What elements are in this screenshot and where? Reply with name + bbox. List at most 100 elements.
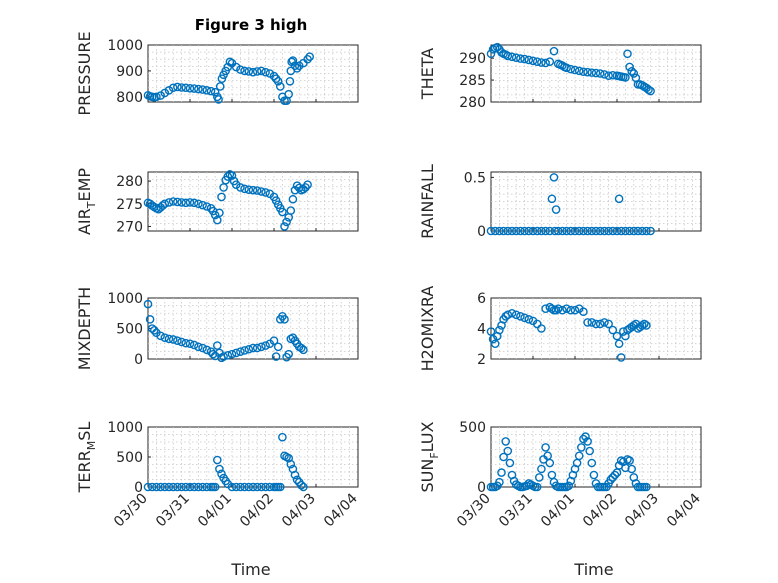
y-axis-label: PRESSURE [75,31,94,115]
data-point [156,331,165,341]
data-point [558,226,567,236]
data-point [503,446,513,456]
data-point [627,67,637,76]
data-point [492,42,502,52]
x-tick-label: 04/04 [664,490,704,530]
data-point [282,217,291,227]
data-point [164,482,174,492]
data-point [286,206,296,215]
data-point [625,62,634,72]
data-point [537,58,546,67]
data-point [520,226,529,236]
data-point [189,84,199,93]
data-point [516,226,525,236]
data-point [558,305,567,315]
data-point [646,86,655,96]
data-point [646,226,655,236]
data-point [177,83,186,92]
data-point [591,319,601,329]
data-point [240,482,249,492]
data-point [299,184,308,194]
data-point [248,67,258,77]
data-point [227,349,237,359]
x-tick-label: 04/01 [538,491,578,531]
data-point [583,226,592,236]
data-point [604,226,613,236]
data-point [278,207,287,217]
data-point [637,321,647,330]
data-point [185,339,195,349]
data-point [610,470,620,480]
x-tick-label: 03/30 [111,491,151,531]
data-point [147,482,157,492]
data-point [566,64,576,74]
data-point [189,198,199,208]
data-point [206,86,216,96]
x-tick-label: 04/02 [580,491,620,531]
data-point [642,226,651,236]
data-point [294,183,304,193]
data-point [202,202,212,211]
data-point [210,210,220,220]
data-point [614,339,624,349]
data-point [236,65,245,74]
data-point [522,481,532,491]
data-point [501,437,511,446]
data-point [604,319,613,329]
data-point [574,451,584,461]
data-point [160,482,170,492]
y-tick-label: 285 [459,73,486,89]
data-point [579,226,588,236]
data-point [579,434,588,444]
data-point [227,482,237,492]
data-point [292,181,302,190]
data-point [271,74,281,83]
data-point [621,463,630,473]
data-point [173,82,182,92]
data-point [215,208,224,218]
y-tick-label: 500 [116,450,143,466]
data-point [217,469,226,479]
subplot-7: 0 500 1000 TERRMSL 03/30 03/31 04/01 04/02 04/03… [75,420,361,530]
data-point [511,310,521,320]
data-point [296,480,306,490]
data-point [591,226,601,236]
data-point [604,71,613,80]
data-point [585,446,595,456]
data-point [532,57,542,66]
data-point [621,73,630,82]
data-point [495,226,504,236]
data-point [537,324,546,333]
y-tick-label: 1000 [107,38,143,54]
data-point [212,455,222,465]
data-point [240,346,249,355]
data-point [545,458,555,468]
data-point [177,482,186,492]
data-point [625,456,634,465]
y-tick-label: 0 [134,352,143,368]
data-point [621,226,630,236]
data-point [168,83,178,93]
data-point [303,180,312,190]
y-tick-label: 275 [116,197,143,213]
data-point [145,315,155,324]
data-point [189,340,199,350]
y-tick-label: 2 [477,352,486,368]
data-point [269,71,279,81]
data-point [551,205,561,214]
subplot-8: 0 500 SUNFLUX 03/30 03/31 04/01 04/02 04/03 04/0… [418,420,704,530]
data-point [143,299,153,309]
data-point [285,76,295,86]
data-point [160,88,170,98]
data-point [562,226,571,236]
data-point [490,339,500,349]
data-point [189,482,199,492]
data-point [236,347,245,356]
y-tick-label: 900 [116,64,143,80]
subplot-6: 2 4 6 H2OMIXRA [418,286,702,371]
data-point [549,173,559,182]
data-point [269,336,279,346]
data-point [547,194,557,204]
data-point [143,482,153,492]
data-point [185,83,195,93]
